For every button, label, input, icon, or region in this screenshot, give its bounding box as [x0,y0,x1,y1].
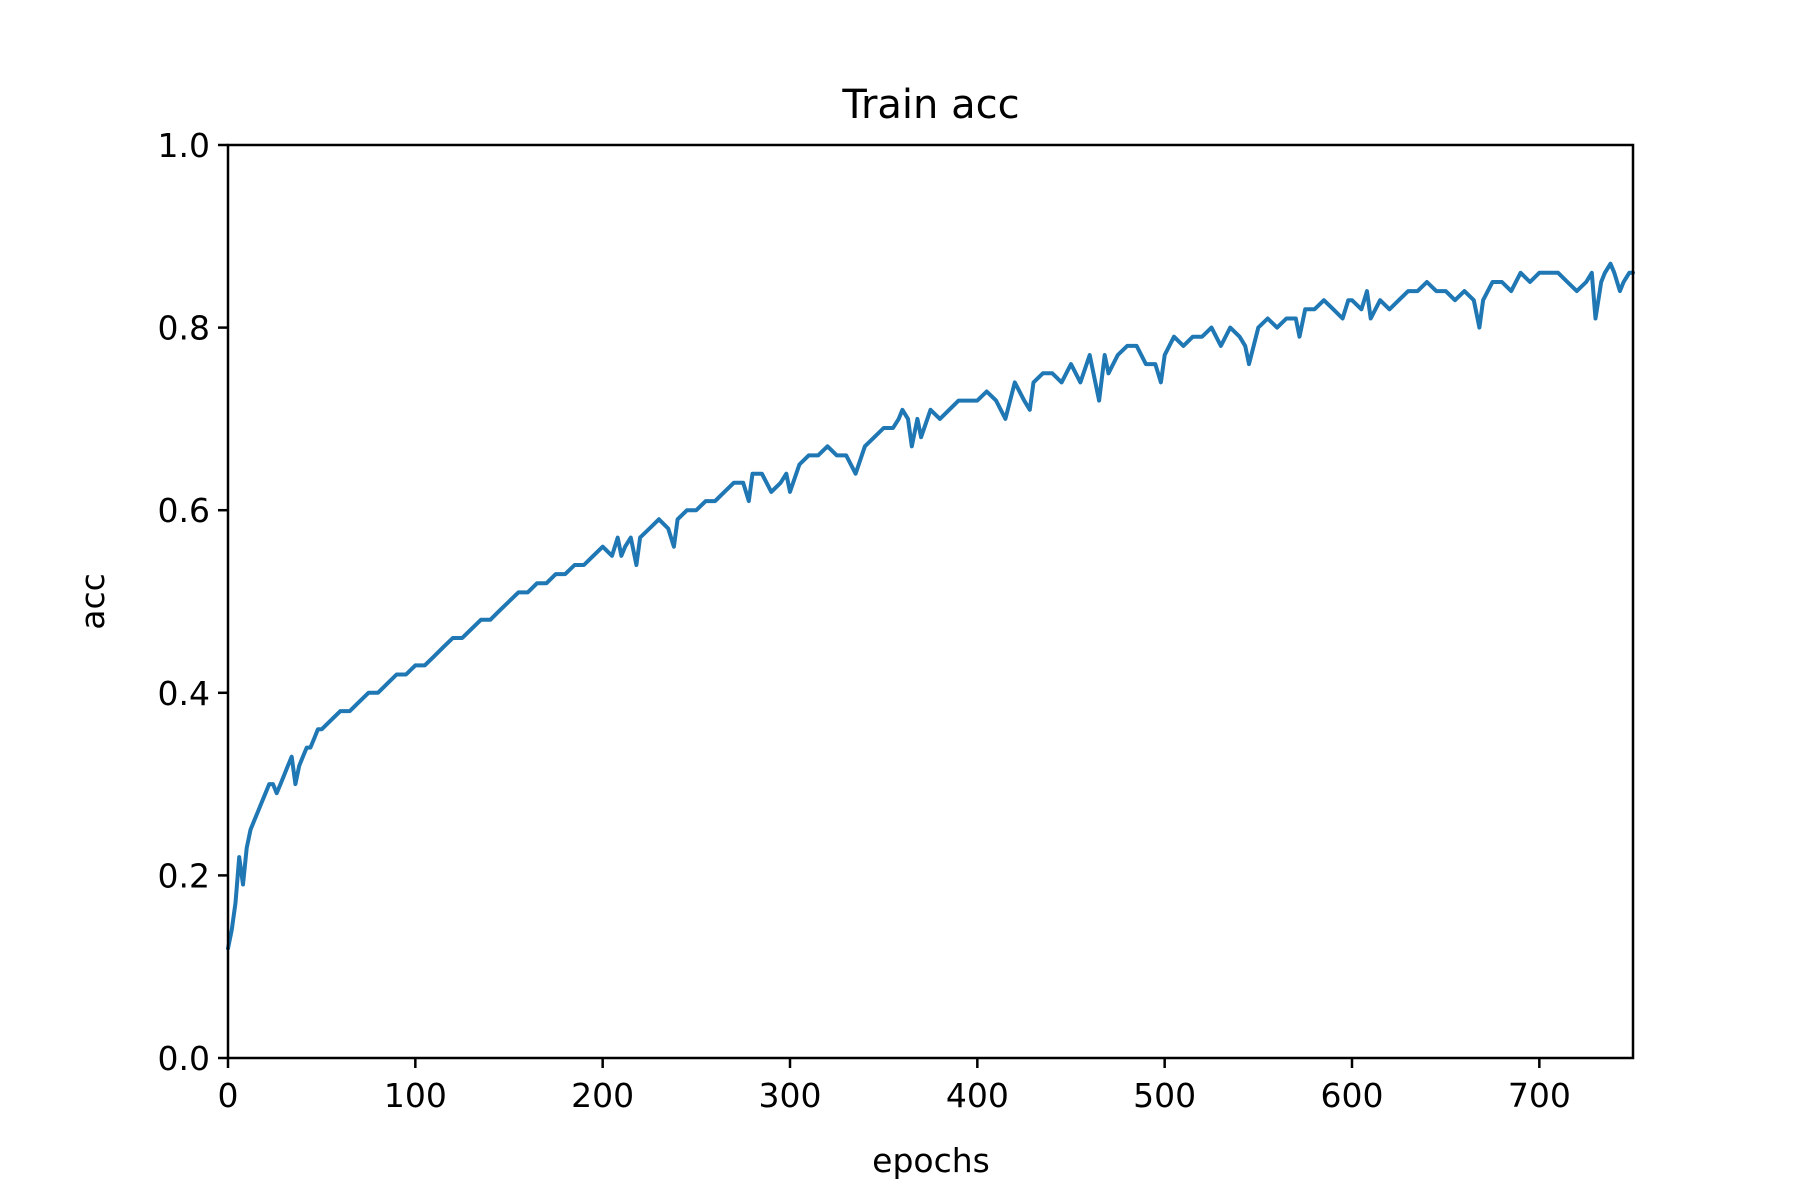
y-axis-ticks: 0.0 0.2 0.4 0.6 0.8 1.0 [158,126,228,1078]
x-tick-label: 500 [1133,1076,1196,1115]
x-tick-label: 300 [759,1076,822,1115]
y-axis-label: acc [73,573,112,630]
x-axis-label: epochs [872,1141,990,1180]
x-tick-label: 400 [946,1076,1009,1115]
y-tick-label: 1.0 [158,126,210,165]
x-tick-label: 200 [571,1076,634,1115]
y-tick-label: 0.2 [158,856,210,895]
y-tick-label: 0.6 [158,491,210,530]
x-tick-label: 0 [218,1076,239,1115]
y-tick-label: 0.4 [158,674,210,713]
series-line [226,261,1635,951]
plot-frame [226,143,1635,1060]
x-axis-ticks: 0 100 200 300 400 500 600 700 [218,1058,1571,1115]
y-tick-label: 0.8 [158,309,210,348]
x-tick-label: 700 [1508,1076,1571,1115]
y-tick-label: 0.0 [158,1039,210,1078]
chart-title: Train acc [841,82,1019,128]
x-tick-label: 100 [384,1076,447,1115]
x-tick-label: 600 [1321,1076,1384,1115]
